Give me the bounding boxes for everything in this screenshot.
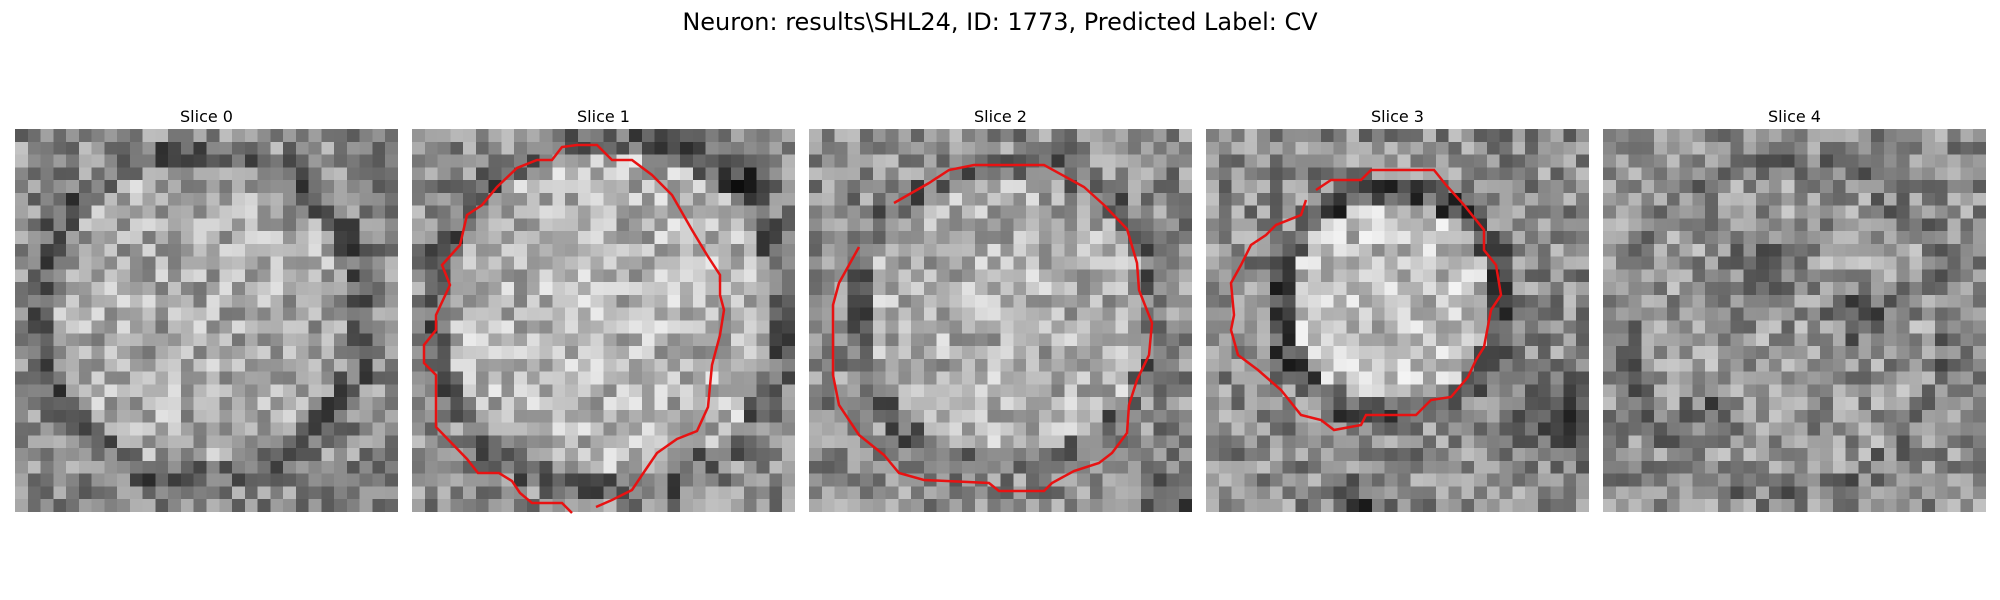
- slice-title: Slice 3: [1371, 107, 1424, 126]
- slice-image: [412, 129, 795, 512]
- slice-title: Slice 2: [974, 107, 1027, 126]
- slice-panel-4: Slice 4: [1603, 105, 1986, 512]
- slice-image: [1206, 129, 1589, 512]
- slice-panel-1: Slice 1: [412, 105, 795, 514]
- roi-contour: [422, 143, 726, 514]
- slice-image: [15, 129, 398, 512]
- figure-title: Neuron: results\SHL24, ID: 1773, Predict…: [682, 8, 1318, 36]
- slice-title: Slice 1: [577, 107, 630, 126]
- slice-title: Slice 4: [1768, 107, 1821, 126]
- slice-panel-3: Slice 3: [1206, 105, 1589, 512]
- slice-image: [1603, 129, 1986, 512]
- slice-panel-2: Slice 2: [809, 105, 1192, 512]
- slice-panel-0: Slice 0: [15, 105, 398, 512]
- roi-contour: [831, 163, 1154, 493]
- roi-contour: [1229, 168, 1503, 432]
- slice-title: Slice 0: [180, 107, 233, 126]
- slice-image: [809, 129, 1192, 512]
